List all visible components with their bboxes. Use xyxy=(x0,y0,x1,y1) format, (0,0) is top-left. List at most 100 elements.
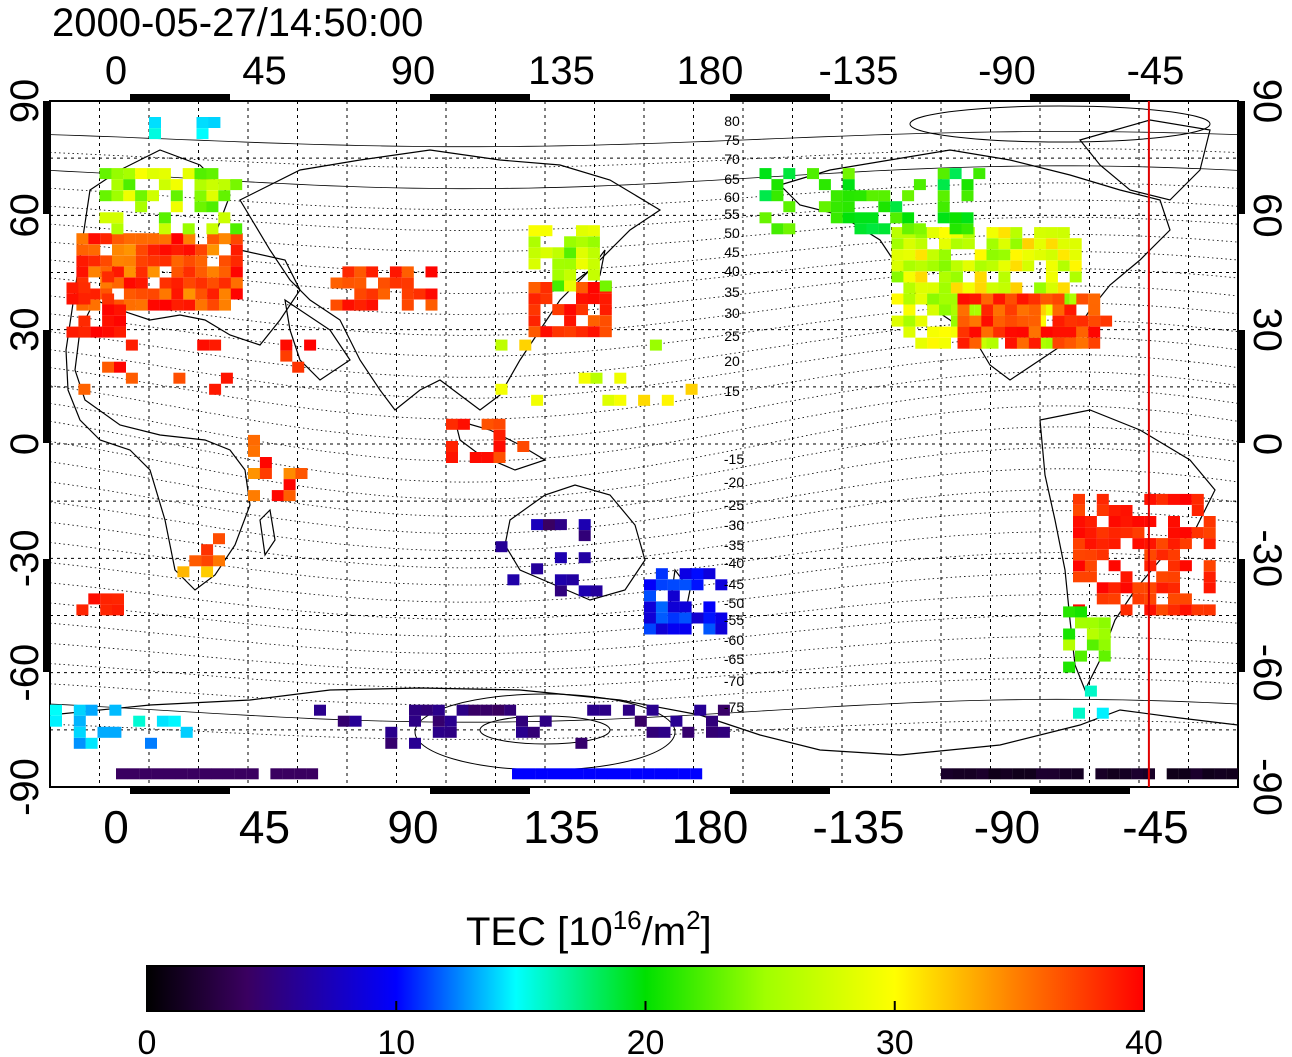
tec-cell xyxy=(587,282,600,293)
tec-cell xyxy=(950,315,963,327)
tec-cell xyxy=(1057,238,1070,250)
tec-cell xyxy=(493,418,506,430)
tec-cell xyxy=(927,293,940,305)
tec-cell xyxy=(457,418,470,430)
contour-line xyxy=(50,656,1238,689)
tec-cell xyxy=(342,266,355,278)
tec-cell xyxy=(102,315,115,327)
tec-cell xyxy=(207,266,220,278)
tec-cell xyxy=(1168,571,1180,583)
tec-cell xyxy=(644,623,656,635)
longitude-label-top: 0 xyxy=(105,49,127,93)
tec-cell xyxy=(99,168,112,180)
tec-cell xyxy=(986,238,999,250)
tec-cell xyxy=(1016,326,1029,338)
tec-cell xyxy=(199,768,212,780)
tec-cell xyxy=(194,201,207,213)
contour-label: 20 xyxy=(724,353,740,369)
tec-cell xyxy=(599,315,612,327)
tec-cell xyxy=(495,383,508,395)
tec-cell xyxy=(123,255,136,267)
tec-cell xyxy=(599,280,612,292)
tec-cell xyxy=(1144,493,1157,505)
tec-cell xyxy=(976,768,989,780)
tec-cell xyxy=(1179,560,1192,572)
tec-cell xyxy=(170,201,183,213)
tec-cell xyxy=(986,260,999,272)
tec-cell xyxy=(1168,549,1180,561)
contour-label: -40 xyxy=(724,555,744,571)
tec-cell xyxy=(1191,493,1204,505)
tec-cell xyxy=(401,299,414,311)
tec-cell xyxy=(135,266,148,278)
tec-cell xyxy=(1202,768,1215,780)
tec-cell xyxy=(1063,639,1076,651)
contour-line xyxy=(50,447,1238,517)
tec-cell xyxy=(818,201,831,213)
tec-cell xyxy=(531,519,544,531)
tec-cell xyxy=(1045,227,1058,239)
tec-cell xyxy=(937,201,950,213)
tec-cell xyxy=(147,168,159,180)
tec-cell xyxy=(528,304,541,316)
tec-cell xyxy=(230,244,243,256)
tec-cell xyxy=(667,590,680,602)
tec-cell xyxy=(401,288,414,300)
tec-cell xyxy=(314,704,326,716)
tec-cell xyxy=(201,555,214,567)
tec-cell xyxy=(658,726,671,738)
tec-cell xyxy=(1034,249,1047,261)
tec-cell xyxy=(1191,604,1204,616)
latitude-label-left: -90 xyxy=(3,758,47,816)
tec-cell xyxy=(194,179,207,191)
longitude-label-bottom: -45 xyxy=(1122,801,1188,853)
tec-cell xyxy=(559,768,572,780)
tec-cell xyxy=(112,593,124,605)
tec-cell xyxy=(114,361,126,373)
tec-cell xyxy=(842,190,855,202)
tec-cell xyxy=(220,372,233,384)
tec-cell xyxy=(171,255,184,267)
tec-cell xyxy=(950,238,963,250)
tec-cell xyxy=(1144,582,1157,594)
latitude-labels-right: 90 60 30 0 -30 -60 -90 xyxy=(1245,79,1289,816)
tec-cell xyxy=(903,271,916,283)
tec-cell xyxy=(1010,260,1023,272)
tec-cell xyxy=(1005,315,1017,327)
tec-cell xyxy=(1063,628,1076,640)
tec-cell xyxy=(183,299,196,311)
tec-cell xyxy=(218,212,231,224)
tec-cell xyxy=(691,568,704,580)
tec-cell xyxy=(771,179,784,191)
contour-label: -75 xyxy=(724,699,744,715)
tec-cell xyxy=(830,190,843,202)
latitude-label-right: -90 xyxy=(1245,758,1289,816)
tec-cell xyxy=(295,468,308,479)
tec-cell xyxy=(135,299,148,311)
tec-cell xyxy=(139,768,152,780)
tec-cell xyxy=(78,293,91,305)
tec-cell xyxy=(1036,768,1048,780)
tec-cell xyxy=(1010,227,1023,239)
tec-cell xyxy=(1028,326,1041,338)
tec-cell xyxy=(1075,650,1087,662)
contour-polar-north xyxy=(909,105,1211,143)
tec-cell xyxy=(135,255,148,267)
tec-cell xyxy=(1075,617,1087,629)
tec-cell xyxy=(655,601,668,613)
tec-cell xyxy=(1088,304,1101,316)
tec-cell xyxy=(1073,549,1085,561)
tec-cell xyxy=(783,168,796,180)
tec-cell xyxy=(939,271,951,283)
tec-cell xyxy=(939,337,951,349)
tec-cell xyxy=(1108,516,1121,527)
tec-cell xyxy=(1076,293,1089,305)
tec-cell xyxy=(646,704,659,716)
coastline-south-america xyxy=(1039,409,1216,692)
tec-cell xyxy=(151,768,164,780)
tec-cell xyxy=(183,244,196,256)
tec-cell xyxy=(564,304,577,316)
contour-label: 15 xyxy=(724,383,740,399)
tec-cell xyxy=(1084,516,1097,527)
tec-cell xyxy=(378,288,390,300)
